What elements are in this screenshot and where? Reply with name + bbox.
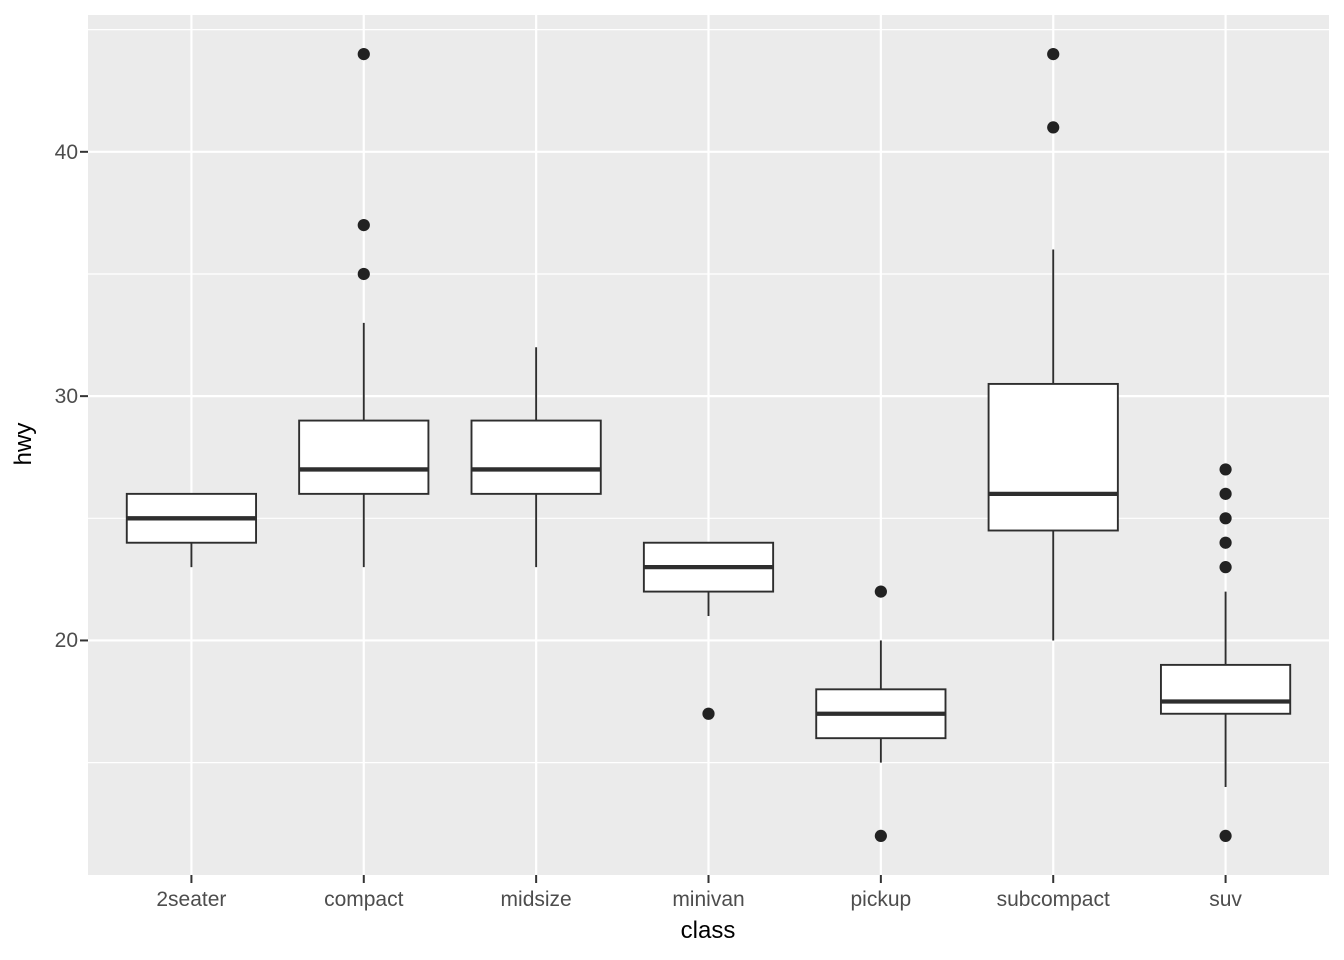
box-subcompact <box>987 382 1119 532</box>
y-tick-label: 40 <box>54 140 78 164</box>
outlier-point-minivan <box>702 707 715 720</box>
x-tick-label: subcompact <box>996 888 1110 911</box>
x-axis-title: class <box>680 917 736 944</box>
y-tick-label: 20 <box>54 629 78 653</box>
outlier-point-subcompact <box>1047 47 1060 61</box>
y-tick-label: 30 <box>54 385 78 409</box>
x-tick-label: midsize <box>500 888 572 911</box>
outlier-point-suv <box>1219 536 1232 549</box>
outlier-point-compact <box>357 47 370 61</box>
outlier-point-suv <box>1219 561 1232 574</box>
x-tick-label: 2seater <box>156 888 227 911</box>
outlier-point-compact <box>357 267 370 281</box>
outlier-point-suv <box>1219 487 1232 500</box>
outlier-point-pickup <box>874 829 887 843</box>
box-suv <box>1159 663 1292 715</box>
outlier-point-subcompact <box>1047 121 1060 134</box>
x-tick-label: suv <box>1209 888 1242 911</box>
outlier-point-compact <box>357 219 370 232</box>
outlier-point-suv <box>1219 512 1232 525</box>
outlier-point-suv <box>1219 463 1232 476</box>
outlier-point-suv <box>1219 829 1232 843</box>
box-compact <box>298 419 430 495</box>
x-tick-label: pickup <box>850 888 912 911</box>
box-midsize <box>470 419 602 495</box>
y-axis-title: hwy <box>10 422 37 466</box>
outlier-point-pickup <box>874 585 887 598</box>
x-tick-label: compact <box>324 888 404 911</box>
x-tick-label: minivan <box>672 888 745 911</box>
